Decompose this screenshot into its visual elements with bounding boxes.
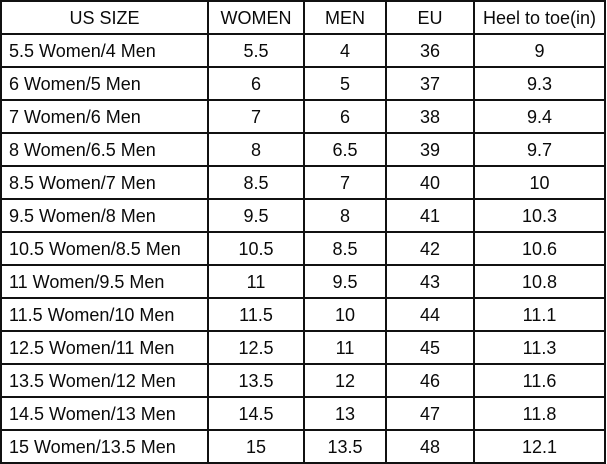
value-cell: 10.8 [473,264,606,299]
table-row: 14.5 Women/13 Men 14.5 13 47 11.8 [0,396,606,431]
value-cell: 36 [385,33,475,68]
value-cell: 12.1 [473,429,606,464]
value-cell: 9.4 [473,99,606,134]
value-cell: 9.5 [207,198,305,233]
column-header-us-size: US SIZE [0,0,209,35]
table-row: 11.5 Women/10 Men 11.5 10 44 11.1 [0,297,606,332]
value-cell: 14.5 [207,396,305,431]
value-cell: 43 [385,264,475,299]
value-cell: 39 [385,132,475,167]
us-size-cell: 10.5 Women/8.5 Men [0,231,209,266]
value-cell: 11.5 [207,297,305,332]
table-row: 7 Women/6 Men 7 6 38 9.4 [0,99,606,134]
value-cell: 45 [385,330,475,365]
value-cell: 4 [303,33,387,68]
value-cell: 8.5 [207,165,305,200]
value-cell: 11 [303,330,387,365]
value-cell: 10 [303,297,387,332]
value-cell: 48 [385,429,475,464]
value-cell: 13.5 [207,363,305,398]
column-header-women: WOMEN [207,0,305,35]
value-cell: 8 [207,132,305,167]
header-row: US SIZE WOMEN MEN EU Heel to toe(in) [0,0,606,35]
table-row: 13.5 Women/12 Men 13.5 12 46 11.6 [0,363,606,398]
us-size-cell: 8 Women/6.5 Men [0,132,209,167]
value-cell: 11 [207,264,305,299]
value-cell: 40 [385,165,475,200]
us-size-cell: 12.5 Women/11 Men [0,330,209,365]
value-cell: 11.3 [473,330,606,365]
us-size-cell: 5.5 Women/4 Men [0,33,209,68]
value-cell: 42 [385,231,475,266]
column-header-heel-to-toe: Heel to toe(in) [473,0,606,35]
value-cell: 38 [385,99,475,134]
value-cell: 9 [473,33,606,68]
value-cell: 8 [303,198,387,233]
value-cell: 6 [303,99,387,134]
value-cell: 6.5 [303,132,387,167]
us-size-cell: 7 Women/6 Men [0,99,209,134]
value-cell: 41 [385,198,475,233]
us-size-cell: 11.5 Women/10 Men [0,297,209,332]
value-cell: 10.6 [473,231,606,266]
value-cell: 9.7 [473,132,606,167]
value-cell: 10.3 [473,198,606,233]
value-cell: 12 [303,363,387,398]
value-cell: 46 [385,363,475,398]
value-cell: 8.5 [303,231,387,266]
value-cell: 11.8 [473,396,606,431]
value-cell: 10 [473,165,606,200]
us-size-cell: 6 Women/5 Men [0,66,209,101]
us-size-cell: 14.5 Women/13 Men [0,396,209,431]
value-cell: 7 [303,165,387,200]
value-cell: 7 [207,99,305,134]
table-row: 8 Women/6.5 Men 8 6.5 39 9.7 [0,132,606,167]
us-size-cell: 9.5 Women/8 Men [0,198,209,233]
table-row: 9.5 Women/8 Men 9.5 8 41 10.3 [0,198,606,233]
table-row: 11 Women/9.5 Men 11 9.5 43 10.8 [0,264,606,299]
table-row: 10.5 Women/8.5 Men 10.5 8.5 42 10.6 [0,231,606,266]
table-row: 8.5 Women/7 Men 8.5 7 40 10 [0,165,606,200]
value-cell: 12.5 [207,330,305,365]
value-cell: 15 [207,429,305,464]
table-row: 6 Women/5 Men 6 5 37 9.3 [0,66,606,101]
table-body: 5.5 Women/4 Men 5.5 4 36 9 6 Women/5 Men 6 5 37 9… [0,33,606,464]
us-size-cell: 15 Women/13.5 Men [0,429,209,464]
value-cell: 11.6 [473,363,606,398]
value-cell: 13 [303,396,387,431]
column-header-men: MEN [303,0,387,35]
value-cell: 11.1 [473,297,606,332]
value-cell: 44 [385,297,475,332]
value-cell: 5.5 [207,33,305,68]
value-cell: 47 [385,396,475,431]
value-cell: 13.5 [303,429,387,464]
value-cell: 9.3 [473,66,606,101]
us-size-cell: 11 Women/9.5 Men [0,264,209,299]
table-row: 15 Women/13.5 Men 15 13.5 48 12.1 [0,429,606,464]
table-row: 12.5 Women/11 Men 12.5 11 45 11.3 [0,330,606,365]
column-header-eu: EU [385,0,475,35]
value-cell: 6 [207,66,305,101]
us-size-cell: 13.5 Women/12 Men [0,363,209,398]
table-row: 5.5 Women/4 Men 5.5 4 36 9 [0,33,606,68]
value-cell: 5 [303,66,387,101]
value-cell: 9.5 [303,264,387,299]
value-cell: 37 [385,66,475,101]
us-size-cell: 8.5 Women/7 Men [0,165,209,200]
value-cell: 10.5 [207,231,305,266]
